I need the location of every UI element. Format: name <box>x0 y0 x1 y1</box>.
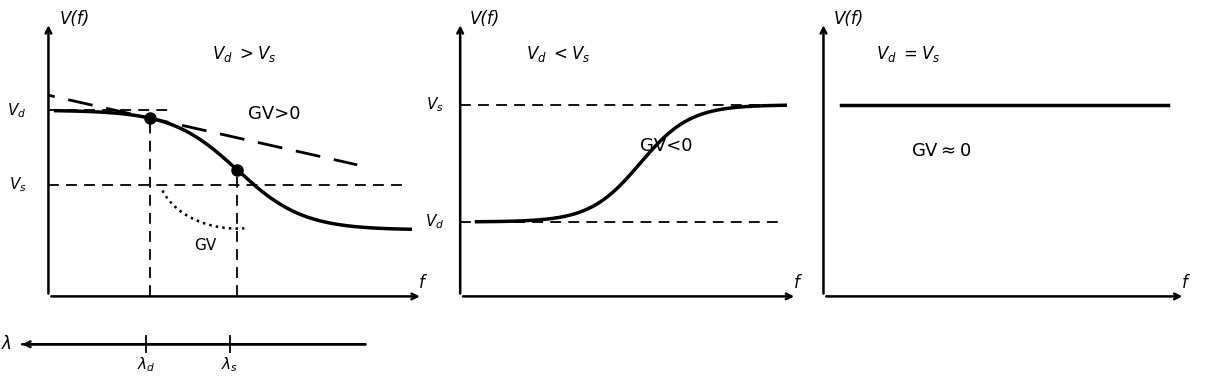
Text: f: f <box>1182 274 1188 293</box>
Text: GV$\approx$0: GV$\approx$0 <box>911 142 971 160</box>
Text: V(f): V(f) <box>470 10 500 28</box>
Text: $V_d$: $V_d$ <box>7 101 27 120</box>
Text: $V_d$: $V_d$ <box>425 212 443 231</box>
Text: $V_s$: $V_s$ <box>426 95 443 114</box>
Text: f: f <box>793 274 799 293</box>
Text: $V_d\ =V_s$: $V_d\ =V_s$ <box>876 44 941 64</box>
Text: $\lambda$: $\lambda$ <box>1 335 12 353</box>
Text: GV<0: GV<0 <box>639 137 693 155</box>
Text: $V_d\ <V_s$: $V_d\ <V_s$ <box>526 44 590 64</box>
Text: GV: GV <box>194 238 216 253</box>
Text: $V_s$: $V_s$ <box>8 175 27 194</box>
Text: GV>0: GV>0 <box>248 105 300 123</box>
Text: V(f): V(f) <box>834 10 865 28</box>
Text: $V_d\ >V_s$: $V_d\ >V_s$ <box>212 44 276 64</box>
Text: $\lambda_s$: $\lambda_s$ <box>222 355 239 374</box>
Text: f: f <box>419 274 425 293</box>
Text: V(f): V(f) <box>59 10 90 28</box>
Text: $\lambda_d$: $\lambda_d$ <box>137 355 155 374</box>
